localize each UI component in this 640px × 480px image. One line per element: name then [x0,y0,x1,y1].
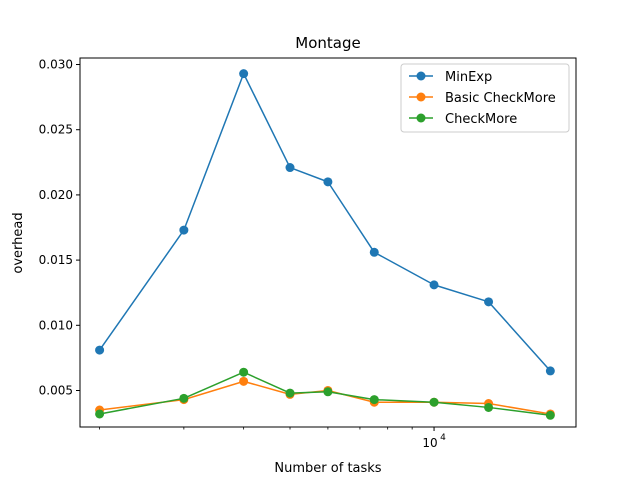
data-point-2-2 [239,367,249,377]
legend-marker-0 [416,71,426,81]
data-point-0-3 [285,163,295,173]
y-tick-label: 0.030 [39,58,73,72]
plot-area [95,69,555,420]
axes: 0.005 0.010 0.015 0.020 0.025 0.030 10 4 [39,57,577,450]
x-axis-label: Number of tasks [274,461,381,476]
chart-title: Montage [295,34,360,52]
data-point-2-7 [484,402,494,412]
data-point-2-0 [95,409,105,419]
data-point-2-8 [545,410,555,420]
data-point-0-5 [369,247,379,257]
data-point-0-1 [179,225,189,235]
data-point-0-8 [545,366,555,376]
x-tick-exponent: 4 [440,433,446,443]
data-point-0-7 [484,297,494,307]
legend-marker-2 [416,113,426,123]
data-point-1-2 [239,376,249,386]
data-point-0-4 [323,177,333,187]
data-point-2-6 [429,397,439,407]
y-tick-label: 0.015 [39,253,73,267]
data-point-0-0 [95,345,105,355]
x-tick-label: 10 [422,436,437,450]
data-point-2-4 [323,387,333,397]
y-tick-label: 0.005 [39,383,73,397]
data-point-2-5 [369,395,379,405]
legend-box [400,63,570,133]
legend-marker-1 [416,92,426,102]
y-tick-label: 0.010 [39,318,73,332]
y-tick-label: 0.025 [39,123,73,137]
y-tick-label: 0.020 [39,188,73,202]
data-point-0-6 [429,280,439,290]
data-point-2-1 [179,393,189,403]
legend-label-0: MinExp [445,70,492,85]
data-point-2-3 [285,388,295,398]
y-axis-label: overhead [11,212,26,273]
legend-label-2: CheckMore [445,112,517,127]
data-point-0-2 [239,69,249,79]
legend: MinExp Basic CheckMore CheckMore [400,63,570,133]
legend-label-1: Basic CheckMore [445,91,556,106]
